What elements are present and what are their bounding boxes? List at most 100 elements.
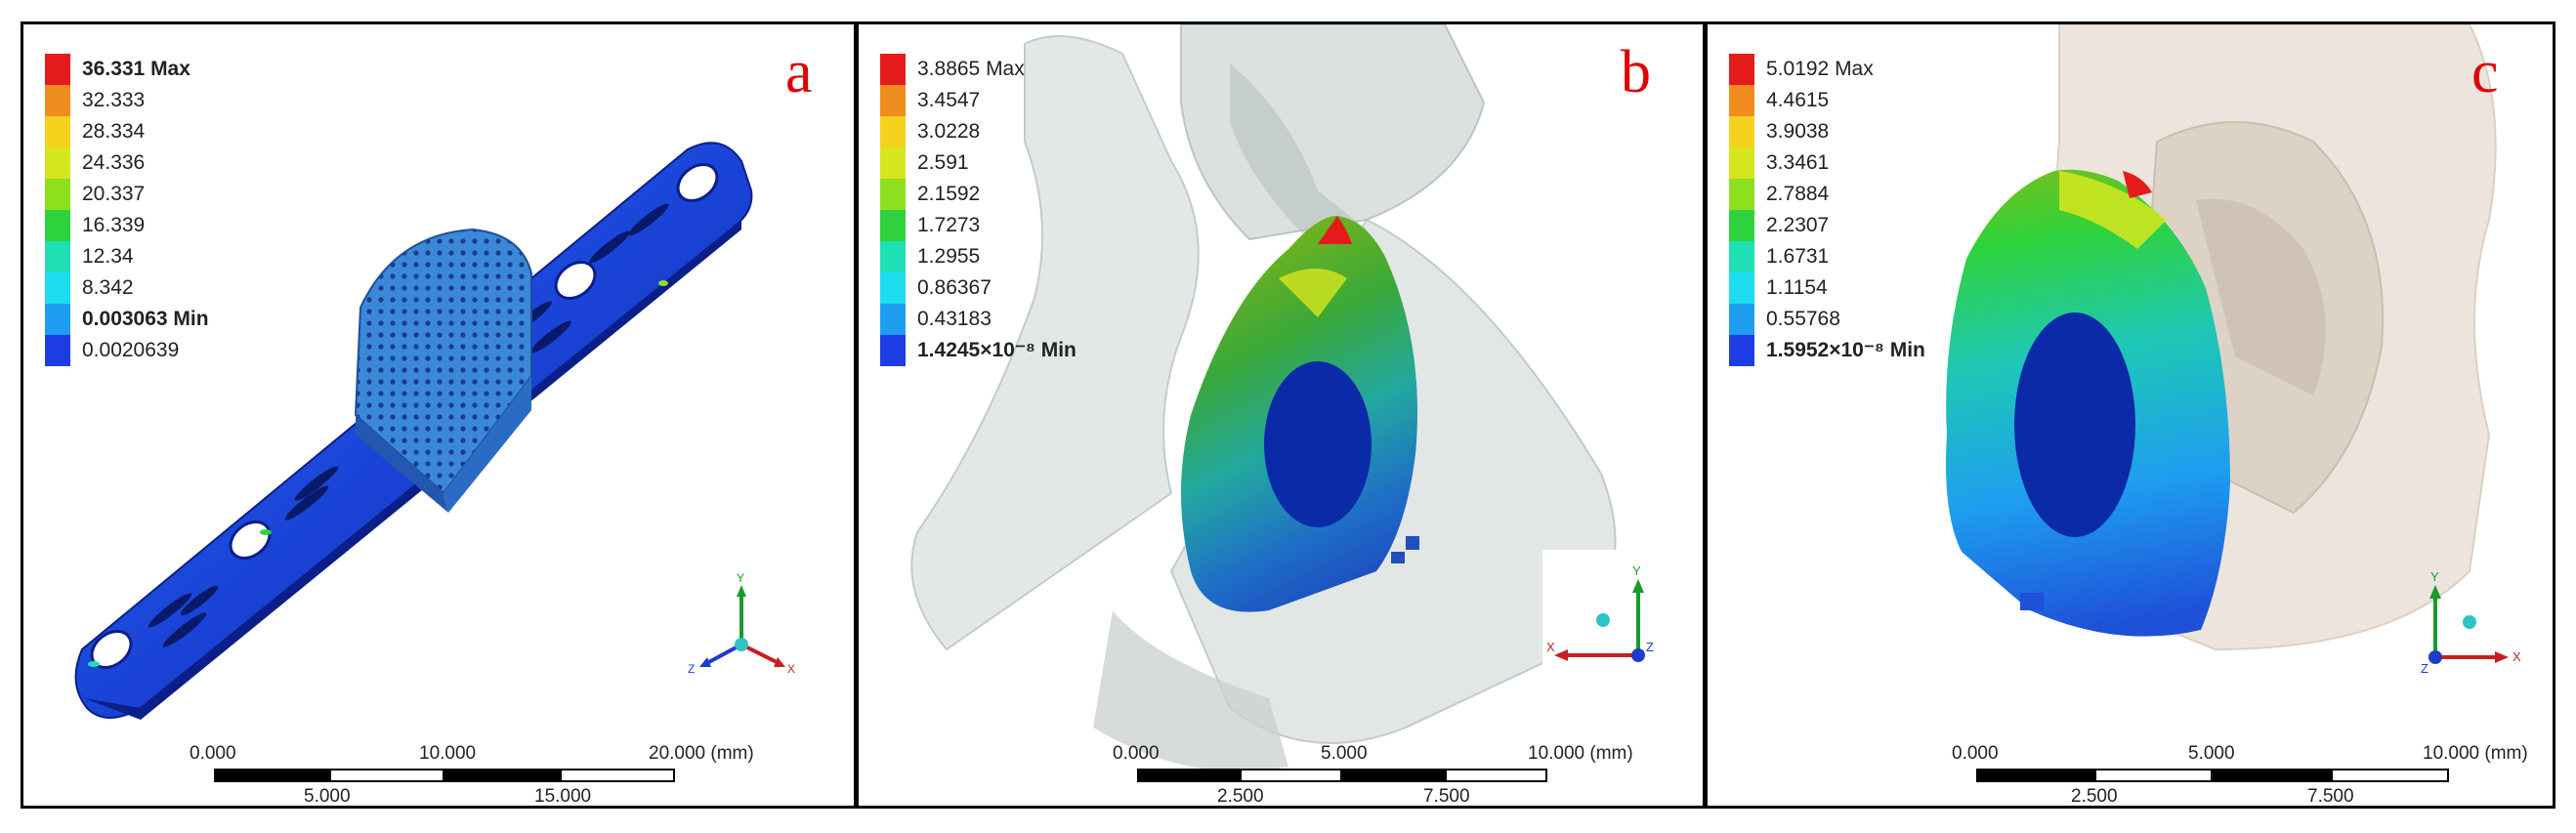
axis-triad: Y X Z [2421, 569, 2521, 676]
legend-label: 3.4547 [917, 89, 981, 111]
endplate-stress-render-c [1946, 24, 2497, 651]
legend-swatch [45, 210, 70, 241]
axis-y-label: Y [737, 571, 744, 585]
bone-plate-stress-render [74, 142, 753, 720]
legend-label: 32.333 [82, 89, 146, 111]
legend-label: 0.86367 [917, 276, 992, 299]
legend-label: 16.339 [82, 214, 146, 236]
legend-swatch [880, 210, 906, 241]
legend-label: 1.4245×10⁻⁸ Min [917, 339, 1077, 361]
scale-tick: 10.000 (mm) [1528, 743, 1633, 764]
legend-label: 2.591 [917, 151, 969, 174]
legend-swatch [1729, 116, 1754, 147]
endplate-stress-render-b [910, 24, 1617, 771]
legend-swatch [880, 85, 906, 116]
scale-bar: 0.000 5.000 10.000 (mm) 2.500 7.500 [1005, 743, 1633, 806]
scale-bar: 0.000 5.000 10.000 (mm) 2.500 7.500 [1854, 743, 2528, 806]
legend-label: 5.0192 Max [1766, 58, 1874, 80]
legend-swatch [1729, 304, 1754, 335]
scale-tick: 0.000 [190, 743, 236, 764]
panel-label: a [785, 39, 813, 105]
legend-swatch [1729, 335, 1754, 366]
scale-tick: 2.500 [2071, 786, 2118, 807]
scale-tick: 2.500 [1217, 786, 1264, 807]
legend-label: 3.9038 [1766, 120, 1830, 143]
axis-z-label: Z [1646, 640, 1654, 654]
legend-swatch [45, 335, 70, 366]
legend-label: 4.4615 [1766, 89, 1830, 111]
legend-label: 2.1592 [917, 183, 981, 205]
legend-swatch [880, 116, 906, 147]
scale-tick: 7.500 [1423, 786, 1470, 807]
legend-swatch [880, 147, 906, 179]
legend-swatch [45, 85, 70, 116]
legend-label: 12.34 [82, 245, 134, 268]
legend-swatch [1729, 241, 1754, 272]
legend-swatch [45, 116, 70, 147]
scale-tick: 0.000 [1113, 743, 1160, 764]
legend-swatch [880, 179, 906, 210]
legend-swatch [1729, 272, 1754, 304]
legend-label: 3.0228 [917, 120, 981, 143]
legend-swatch [45, 54, 70, 85]
legend-label: 24.336 [82, 151, 146, 174]
scale-tick: 10.000 (mm) [2423, 743, 2528, 764]
legend-label: 3.8865 Max [917, 58, 1025, 80]
legend-label: 28.334 [82, 120, 146, 143]
legend-label: 0.003063 Min [82, 308, 209, 330]
legend-label: 0.43183 [917, 308, 992, 330]
legend-swatch [1729, 179, 1754, 210]
legend-label: 2.2307 [1766, 214, 1830, 236]
scale-tick: 5.000 [2188, 743, 2235, 764]
axis-x-label: X [2513, 649, 2521, 664]
axis-y-label: Y [1632, 563, 1641, 578]
panel-label: c [2471, 39, 2499, 105]
axis-triad: Y X Z [1546, 563, 1654, 662]
panel-label: b [1621, 39, 1651, 105]
legend-label: 1.5952×10⁻⁸ Min [1766, 339, 1925, 361]
legend-swatch [45, 179, 70, 210]
axis-z-label: Z [688, 662, 695, 676]
legend-swatch [1729, 54, 1754, 85]
legend-swatch [45, 272, 70, 304]
legend-label: 1.2955 [917, 245, 981, 268]
legend-swatch [1729, 210, 1754, 241]
legend-swatch [880, 241, 906, 272]
panel-a: 36.331 Max 32.333 28.334 24.336 20.337 16.339… [21, 21, 857, 809]
axis-x-label: X [1546, 640, 1555, 654]
legend-label: 8.342 [82, 276, 134, 299]
scale-bar: 0.000 10.000 20.000 (mm) 5.000 15.000 [116, 743, 754, 806]
legend-swatch [880, 304, 906, 335]
panel-b: 3.8865 Max 3.4547 3.0228 2.591 2.1592 1.7273 1… [856, 21, 1706, 809]
scale-tick: 0.000 [1952, 743, 1999, 764]
axis-z-label: Z [2421, 661, 2428, 676]
legend-swatch [45, 147, 70, 179]
legend-swatch [1729, 147, 1754, 179]
legend-swatch [1729, 85, 1754, 116]
legend-label: 36.331 Max [82, 58, 190, 80]
axis-triad: Y X Z [688, 571, 795, 676]
axis-y-label: Y [2430, 569, 2439, 584]
scale-tick: 10.000 [419, 743, 477, 764]
scale-tick: 20.000 (mm) [649, 743, 754, 764]
legend-label: 0.0020639 [82, 339, 180, 361]
legend-label: 3.3461 [1766, 151, 1830, 174]
axis-triad-box: Y X Z [1542, 550, 1673, 671]
scale-tick: 5.000 [1321, 743, 1368, 764]
legend-label: 2.7884 [1766, 183, 1830, 205]
legend-swatch [45, 304, 70, 335]
legend-label: 1.1154 [1766, 276, 1828, 299]
scale-tick: 5.000 [304, 786, 351, 807]
scale-tick: 15.000 [534, 786, 592, 807]
legend-label: 1.7273 [917, 214, 981, 236]
panel-c: 5.0192 Max 4.4615 3.9038 3.3461 2.7884 2.2307… [1705, 21, 2555, 809]
legend-label: 0.55768 [1766, 308, 1840, 330]
axis-x-label: X [787, 662, 795, 676]
legend-label: 1.6731 [1766, 245, 1830, 268]
legend-swatch [45, 241, 70, 272]
scale-tick: 7.500 [2307, 786, 2354, 807]
legend-swatch [880, 272, 906, 304]
legend-label: 20.337 [82, 183, 146, 205]
legend-swatch [880, 335, 906, 366]
legend-swatch [880, 54, 906, 85]
